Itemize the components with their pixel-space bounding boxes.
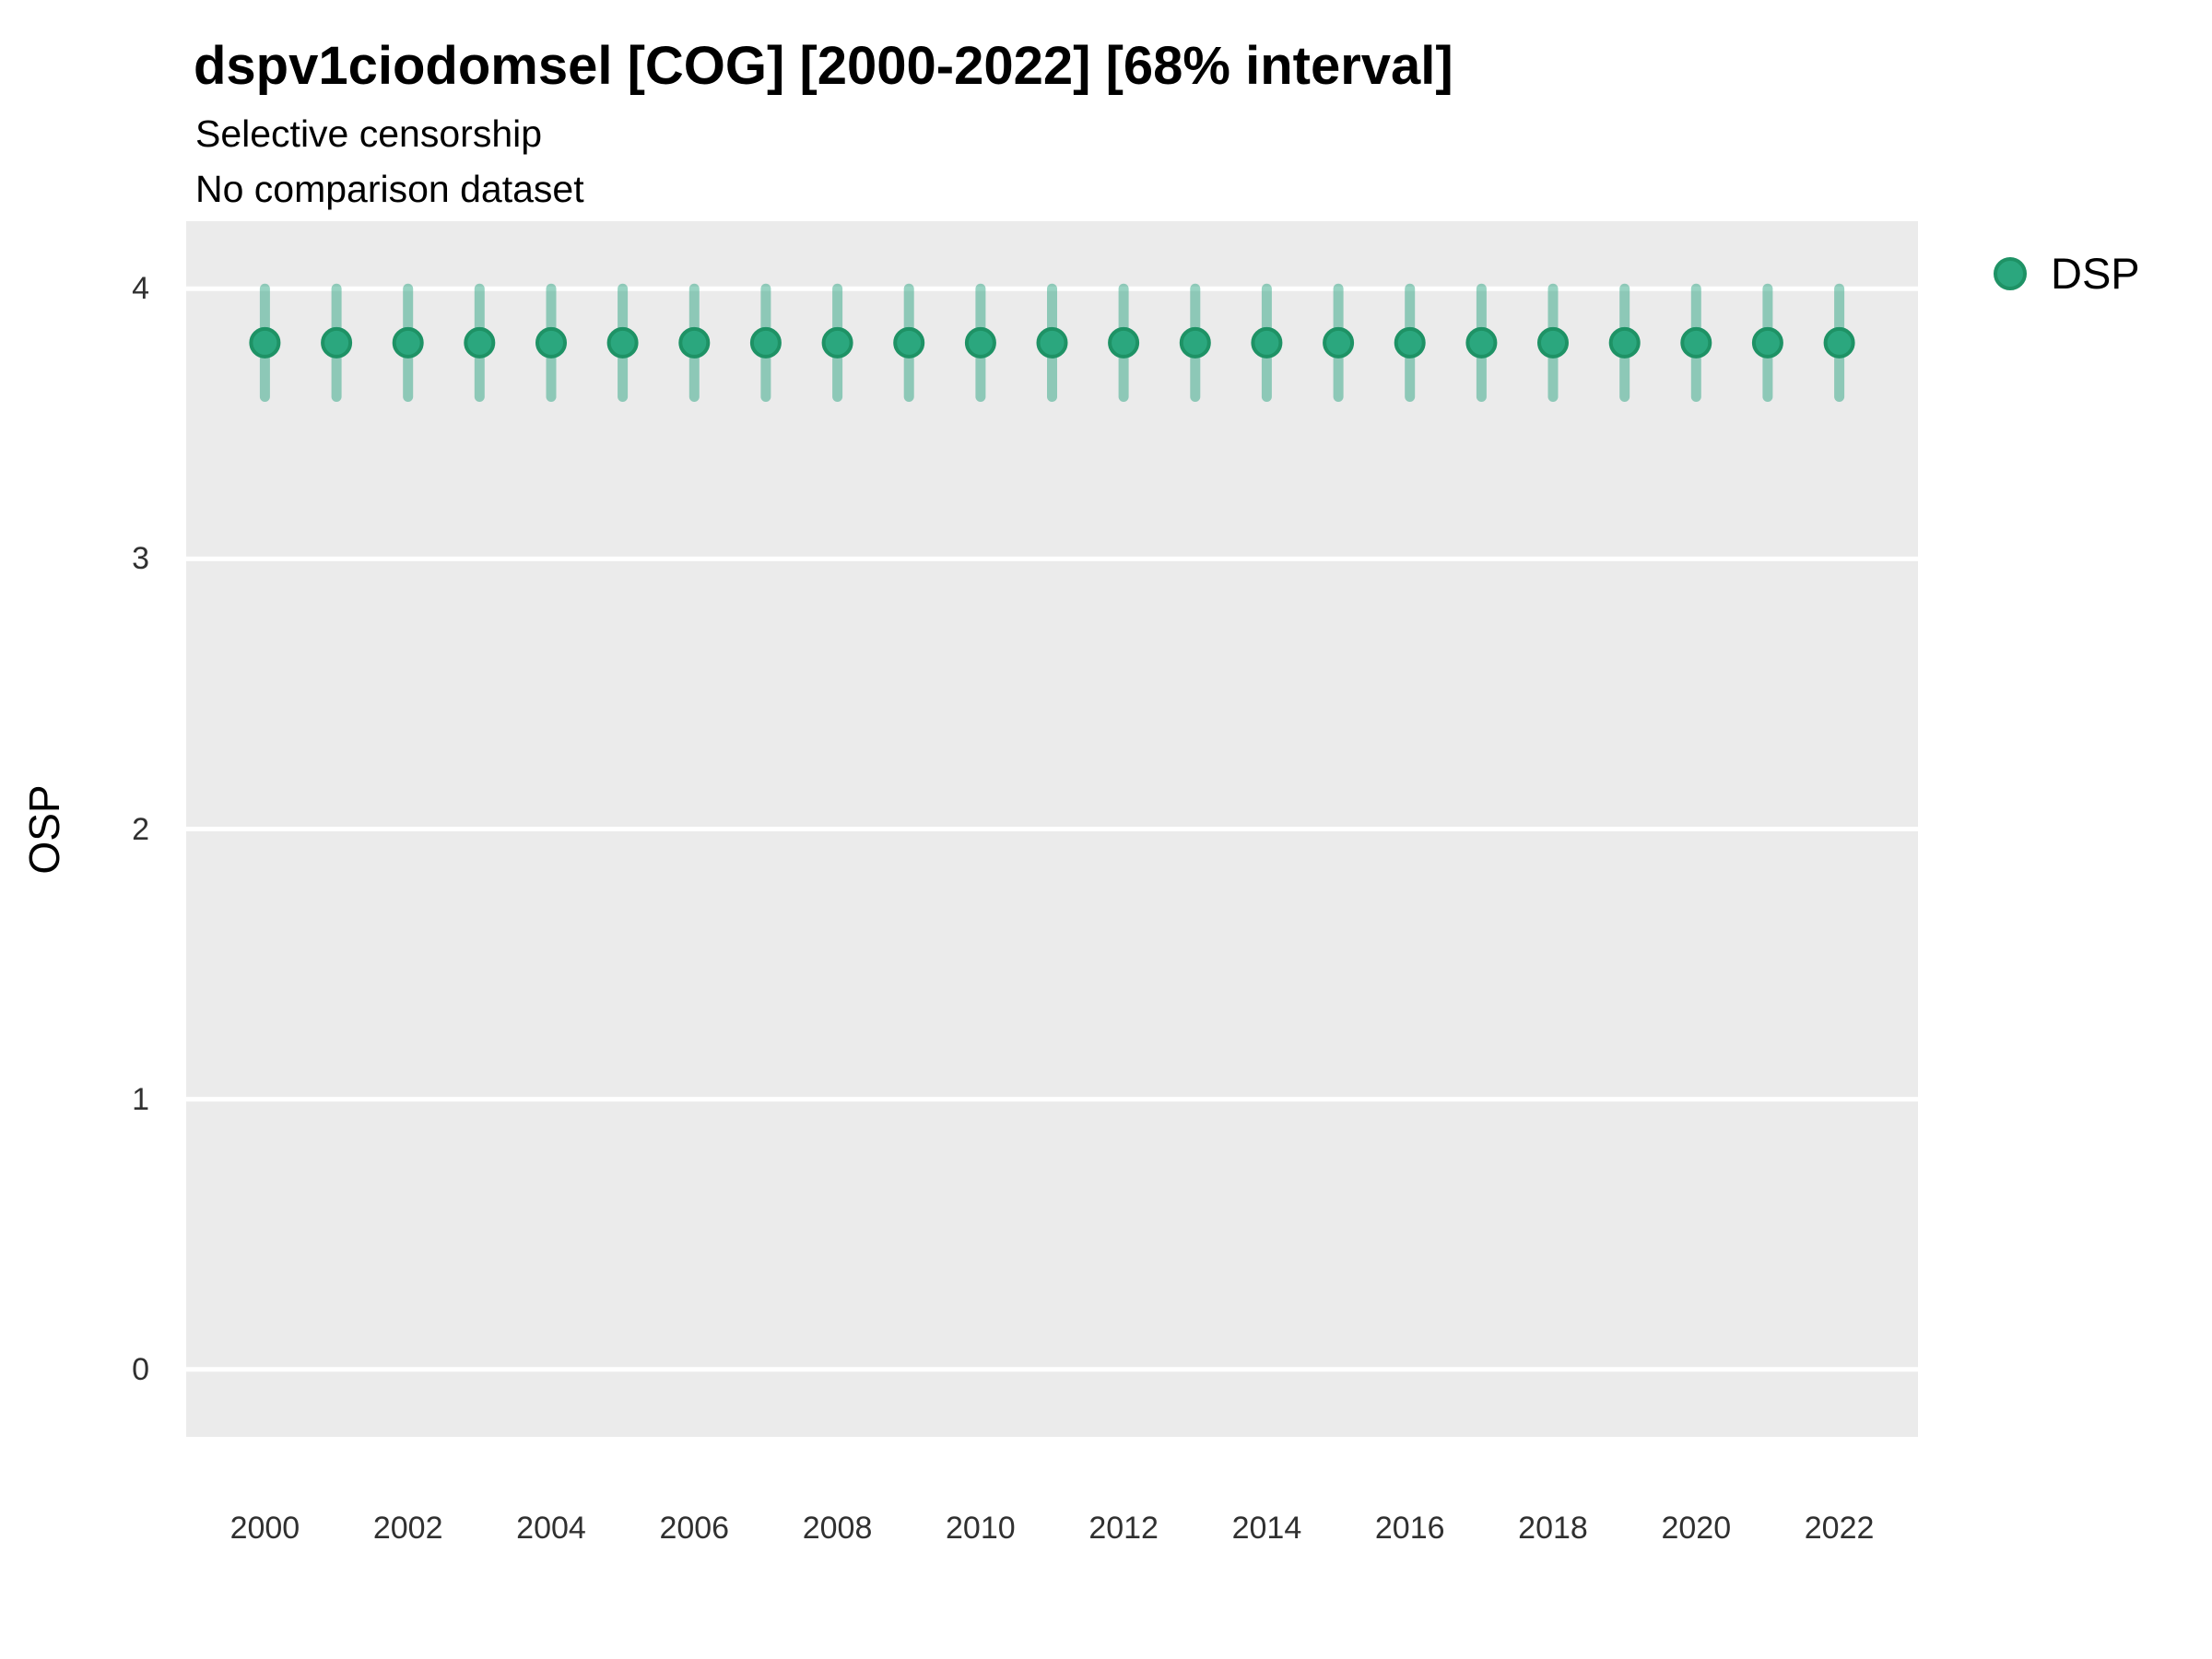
chart-title: dspv1ciodomsel [COG] [2000-2022] [68% in… <box>194 36 1453 96</box>
point-2000 <box>249 326 281 359</box>
point-2008 <box>821 326 853 359</box>
point-2011 <box>1036 326 1068 359</box>
point-2013 <box>1179 326 1211 359</box>
x-tick-label-2016: 2016 <box>1374 1511 1445 1546</box>
y-tick-label-4: 4 <box>132 271 149 307</box>
point-2021 <box>1751 326 1783 359</box>
point-2022 <box>1823 326 1855 359</box>
y-tick-label-2: 2 <box>132 811 149 847</box>
x-tick-label-2000: 2000 <box>229 1511 300 1546</box>
x-tick-label-2012: 2012 <box>1088 1511 1159 1546</box>
chart-panel <box>186 221 1918 1437</box>
x-tick-label-2002: 2002 <box>372 1511 443 1546</box>
point-2016 <box>1394 326 1426 359</box>
point-2002 <box>392 326 424 359</box>
point-2007 <box>749 326 782 359</box>
legend-item-label: DSP <box>2051 249 2140 298</box>
y-tick-label-1: 1 <box>132 1081 149 1117</box>
point-2017 <box>1465 326 1498 359</box>
point-2019 <box>1608 326 1641 359</box>
point-2003 <box>464 326 496 359</box>
y-tick-label-0: 0 <box>132 1351 149 1387</box>
x-tick-label-2022: 2022 <box>1804 1511 1875 1546</box>
x-tick-label-2006: 2006 <box>659 1511 730 1546</box>
point-2009 <box>893 326 925 359</box>
point-2010 <box>964 326 996 359</box>
x-tick-label-2020: 2020 <box>1661 1511 1732 1546</box>
x-tick-label-2004: 2004 <box>516 1511 586 1546</box>
x-tick-label-2008: 2008 <box>802 1511 873 1546</box>
chart-subtitle-1: Selective censorship <box>195 112 543 155</box>
point-2014 <box>1251 326 1283 359</box>
x-tick-label-2010: 2010 <box>946 1511 1016 1546</box>
point-2015 <box>1323 326 1355 359</box>
point-2001 <box>321 326 353 359</box>
point-2006 <box>678 326 711 359</box>
point-2004 <box>535 326 567 359</box>
point-2020 <box>1680 326 1712 359</box>
y-tick-label-3: 3 <box>132 541 149 577</box>
plot-area <box>186 283 1918 1372</box>
point-2012 <box>1108 326 1140 359</box>
x-tick-label-2014: 2014 <box>1231 1511 1302 1546</box>
chart-subtitle-2: No comparison dataset <box>195 168 584 210</box>
legend: DSP <box>1994 248 2140 300</box>
point-2005 <box>606 326 639 359</box>
legend-point-swatch <box>1994 257 2027 290</box>
point-2018 <box>1537 326 1569 359</box>
x-tick-label-2018: 2018 <box>1518 1511 1588 1546</box>
